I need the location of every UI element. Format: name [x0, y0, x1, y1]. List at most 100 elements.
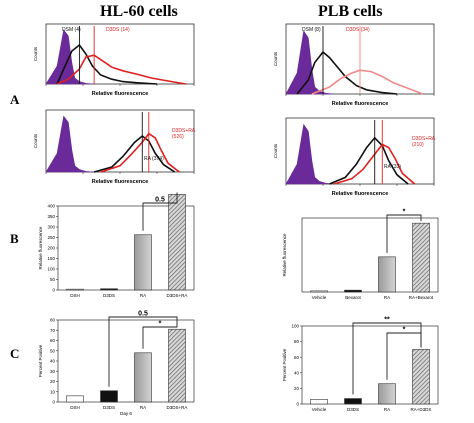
hl60-bar-chart-b: 0 50 100 150 200 250 300 350 400 Relative fluores… [38, 192, 195, 298]
legend-text-1: D3DS (14) [106, 27, 130, 33]
plot-frame [301, 325, 439, 405]
y-tick-label: 70 [50, 328, 56, 333]
significance-label-1: * [159, 321, 162, 328]
significance-label-0: ** [384, 317, 390, 324]
bar-1 [100, 288, 118, 291]
x-axis-label: Relative fluorescence [92, 179, 149, 185]
plb-histogram-a1: Relative fluorescence Counts DSM (8) D3DS (… [273, 23, 435, 107]
category-label-1: D3DS [103, 293, 115, 298]
category-label-2: RA [384, 407, 390, 412]
significance-label-1: * [403, 327, 406, 334]
legend-text-2: (210) [412, 142, 424, 148]
y-tick-label: 250 [47, 235, 55, 240]
plb-bar-chart-b: Relative fluorescence Vehicle Bexarot RA RA+… [282, 209, 439, 300]
y-tick-label: 60 [50, 338, 56, 343]
category-label-0: Vehicle [312, 407, 327, 412]
category-label-2: RA [140, 293, 146, 298]
category-label-3: RA+D3DS [411, 407, 432, 412]
category-label-0: DSH [70, 405, 80, 410]
significance-bracket-0 [108, 316, 178, 387]
category-label-3: D3DS+RA [167, 405, 188, 410]
y-tick-label: 200 [47, 246, 55, 251]
series-1-histogram-line [296, 50, 398, 95]
legend-text-1: D3DS+RA [412, 136, 436, 142]
row-label-a: A [10, 92, 20, 107]
hl60-bar-chart-c: 0 10 20 30 40 50 60 70 80 Percent Positive DSH D3DS… [38, 311, 195, 416]
plb-bar-chart-c: 0 20 40 60 80 100 Percent Positive Vehicle D3DS R… [282, 317, 439, 412]
significance-label-0: 0.5 [155, 197, 165, 204]
significance-bracket-1 [142, 326, 178, 349]
y-tick-label: 40 [50, 359, 56, 364]
category-label-1: D3DS [103, 405, 115, 410]
category-label-2: RA [384, 295, 390, 300]
category-label-3: D3DS+RA [167, 293, 188, 298]
y-tick-label: 20 [50, 379, 56, 384]
y-axis-label: Counts [33, 133, 38, 148]
y-tick-label: 50 [50, 277, 56, 282]
bar-1 [344, 398, 362, 405]
x-axis-label: Relative fluorescence [332, 191, 389, 197]
y-axis-label: Counts [273, 143, 278, 158]
series-2-histogram-line [311, 69, 424, 95]
category-label-3: RA+Bexarot [409, 295, 434, 300]
y-tick-label: 30 [50, 369, 56, 374]
y-tick-label: 350 [47, 214, 55, 219]
hl60-histogram-a2: Relative fluorescence Counts RA (374) D3DS+… [33, 109, 196, 185]
bar-0 [310, 399, 328, 405]
legend-text-1: D3DS+RA [172, 128, 196, 134]
significance-label-0: 0.5 [138, 311, 148, 318]
y-axis-label: Percent Positive [38, 344, 43, 377]
y-tick-label: 20 [294, 386, 300, 391]
x-axis-label: Relative fluorescence [92, 91, 149, 97]
significance-bracket-0 [386, 214, 422, 253]
bar-2 [134, 352, 152, 403]
y-tick-label: 10 [50, 389, 56, 394]
y-tick-label: 80 [294, 339, 300, 344]
title-plb: PLB cells [318, 3, 383, 20]
y-axis-label: Relative fluorescence [282, 233, 287, 277]
series-0-filled-histogram [285, 123, 335, 185]
y-tick-label: 0 [52, 288, 55, 293]
y-tick-label: 50 [50, 348, 56, 353]
title-hl60: HL-60 cells [100, 3, 178, 20]
y-tick-label: 0 [296, 402, 299, 407]
significance-bracket-0 [142, 192, 178, 231]
bar-0 [66, 288, 84, 291]
y-tick-label: 80 [50, 318, 56, 323]
bar-0 [310, 290, 328, 293]
significance-label-0: * [403, 209, 406, 216]
y-tick-label: 100 [47, 267, 55, 272]
category-label-0: DSH [70, 293, 80, 298]
bar-1 [100, 390, 118, 403]
bar-0 [66, 395, 84, 403]
series-0-filled-histogram [45, 29, 95, 85]
category-label-0: Vehicle [312, 295, 327, 300]
row-label-c: C [10, 346, 20, 361]
bar-3 [412, 222, 430, 293]
bar-3 [168, 194, 186, 291]
significance-bracket-1 [386, 332, 422, 380]
series-1-histogram-line [56, 43, 158, 85]
y-tick-label: 150 [47, 256, 55, 261]
y-axis-label: Counts [33, 46, 38, 61]
legend-text-0: DSM (8) [302, 27, 321, 33]
bar-2 [378, 383, 396, 405]
legend-text-1: D3DS (34) [346, 27, 370, 33]
series-2-histogram-line [56, 54, 186, 85]
y-tick-label: 60 [294, 355, 300, 360]
y-axis-label: Percent Positive [282, 348, 287, 381]
y-tick-label: 0 [52, 400, 55, 405]
x-axis-label: Day 6 [120, 411, 132, 416]
category-label-2: RA [140, 405, 146, 410]
y-tick-label: 300 [47, 225, 55, 230]
y-axis-label: Relative fluorescence [38, 226, 43, 270]
series-0-filled-histogram [285, 30, 335, 95]
y-tick-label: 400 [47, 204, 55, 209]
bar-3 [412, 349, 430, 405]
row-label-b: B [10, 231, 19, 246]
x-axis-label: Relative fluorescence [332, 101, 389, 107]
bar-2 [134, 234, 152, 291]
legend-text-0: RA (33) [384, 164, 401, 170]
series-0-filled-histogram [45, 115, 95, 173]
bar-2 [378, 256, 396, 293]
